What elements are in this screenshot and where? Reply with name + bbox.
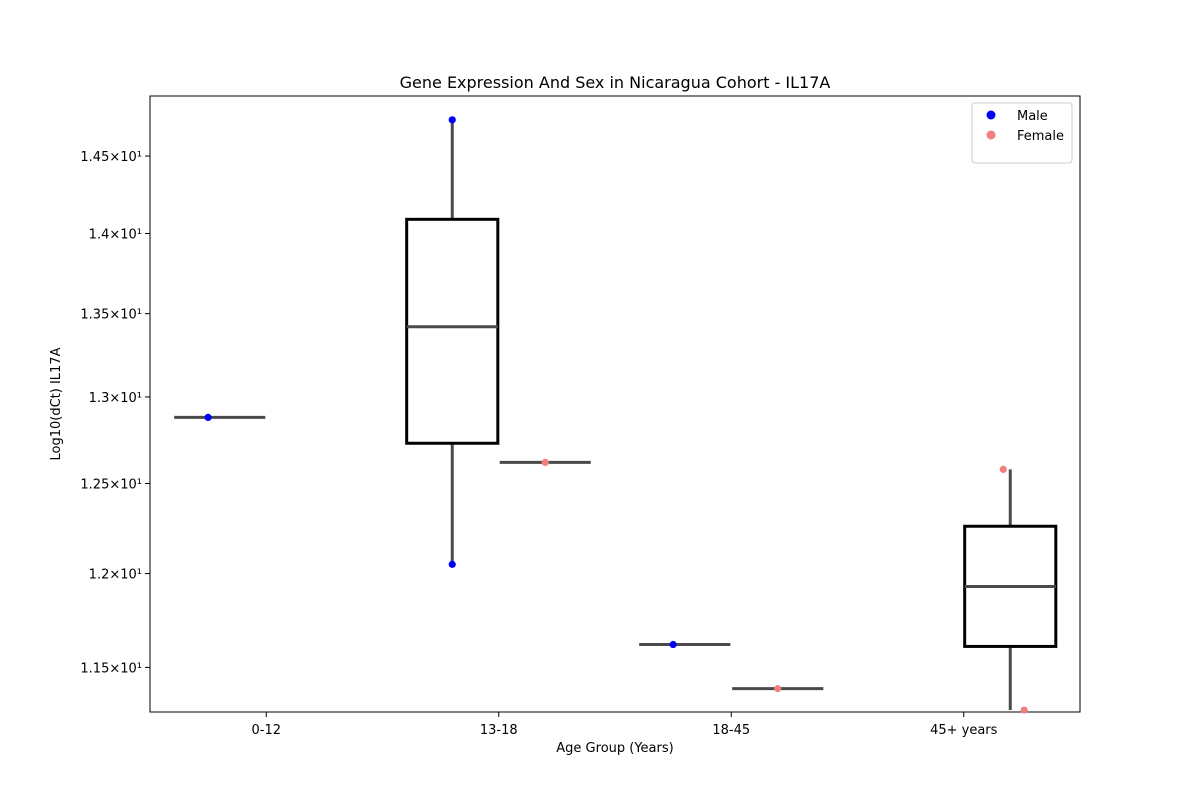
box-45+ years-Female xyxy=(963,469,1058,711)
legend: Male Female xyxy=(971,102,1073,164)
chart-title: Gene Expression And Sex in Nicaragua Coh… xyxy=(400,73,831,92)
x-tick-label: 45+ years xyxy=(930,723,998,738)
box-iqr xyxy=(405,217,500,445)
point-male xyxy=(448,560,456,568)
legend-marker-male xyxy=(986,110,996,120)
point-female xyxy=(774,685,782,693)
x-axis: 0-12 13-18 18-45 45+ years xyxy=(251,712,998,738)
y-tick-label: 1.35×10¹ xyxy=(80,308,142,323)
y-tick-label: 1.3×10¹ xyxy=(89,391,142,406)
point-female xyxy=(541,458,549,466)
legend-frame xyxy=(971,102,1073,164)
x-tick-label: 18-45 xyxy=(712,723,750,738)
point-male xyxy=(204,413,212,422)
marks xyxy=(174,116,1058,714)
legend-label-male: Male xyxy=(1017,109,1048,124)
y-axis-label: Log10(dCt) IL17A xyxy=(49,347,64,460)
point-female xyxy=(999,465,1007,474)
plot-area xyxy=(149,95,1081,713)
x-tick-label: 0-12 xyxy=(251,723,281,738)
point-female xyxy=(1020,706,1028,714)
y-tick-label: 1.25×10¹ xyxy=(80,477,142,492)
y-tick-label: 1.4×10¹ xyxy=(89,227,142,242)
y-tick-label: 1.45×10¹ xyxy=(80,150,142,165)
point-male xyxy=(448,116,456,124)
box-13-18-Male xyxy=(405,119,500,565)
point-male xyxy=(669,640,677,649)
y-tick-label: 1.2×10¹ xyxy=(89,568,142,583)
x-tick-label: 13-18 xyxy=(480,723,518,738)
y-tick-label: 1.15×10¹ xyxy=(80,661,142,676)
legend-label-female: Female xyxy=(1017,129,1064,144)
legend-marker-female xyxy=(986,130,996,140)
y-axis: 1.15×10¹ 1.2×10¹ 1.25×10¹ 1.3×10¹ 1.35×10¹ 1.… xyxy=(80,150,150,676)
x-axis-label: Age Group (Years) xyxy=(556,741,673,756)
